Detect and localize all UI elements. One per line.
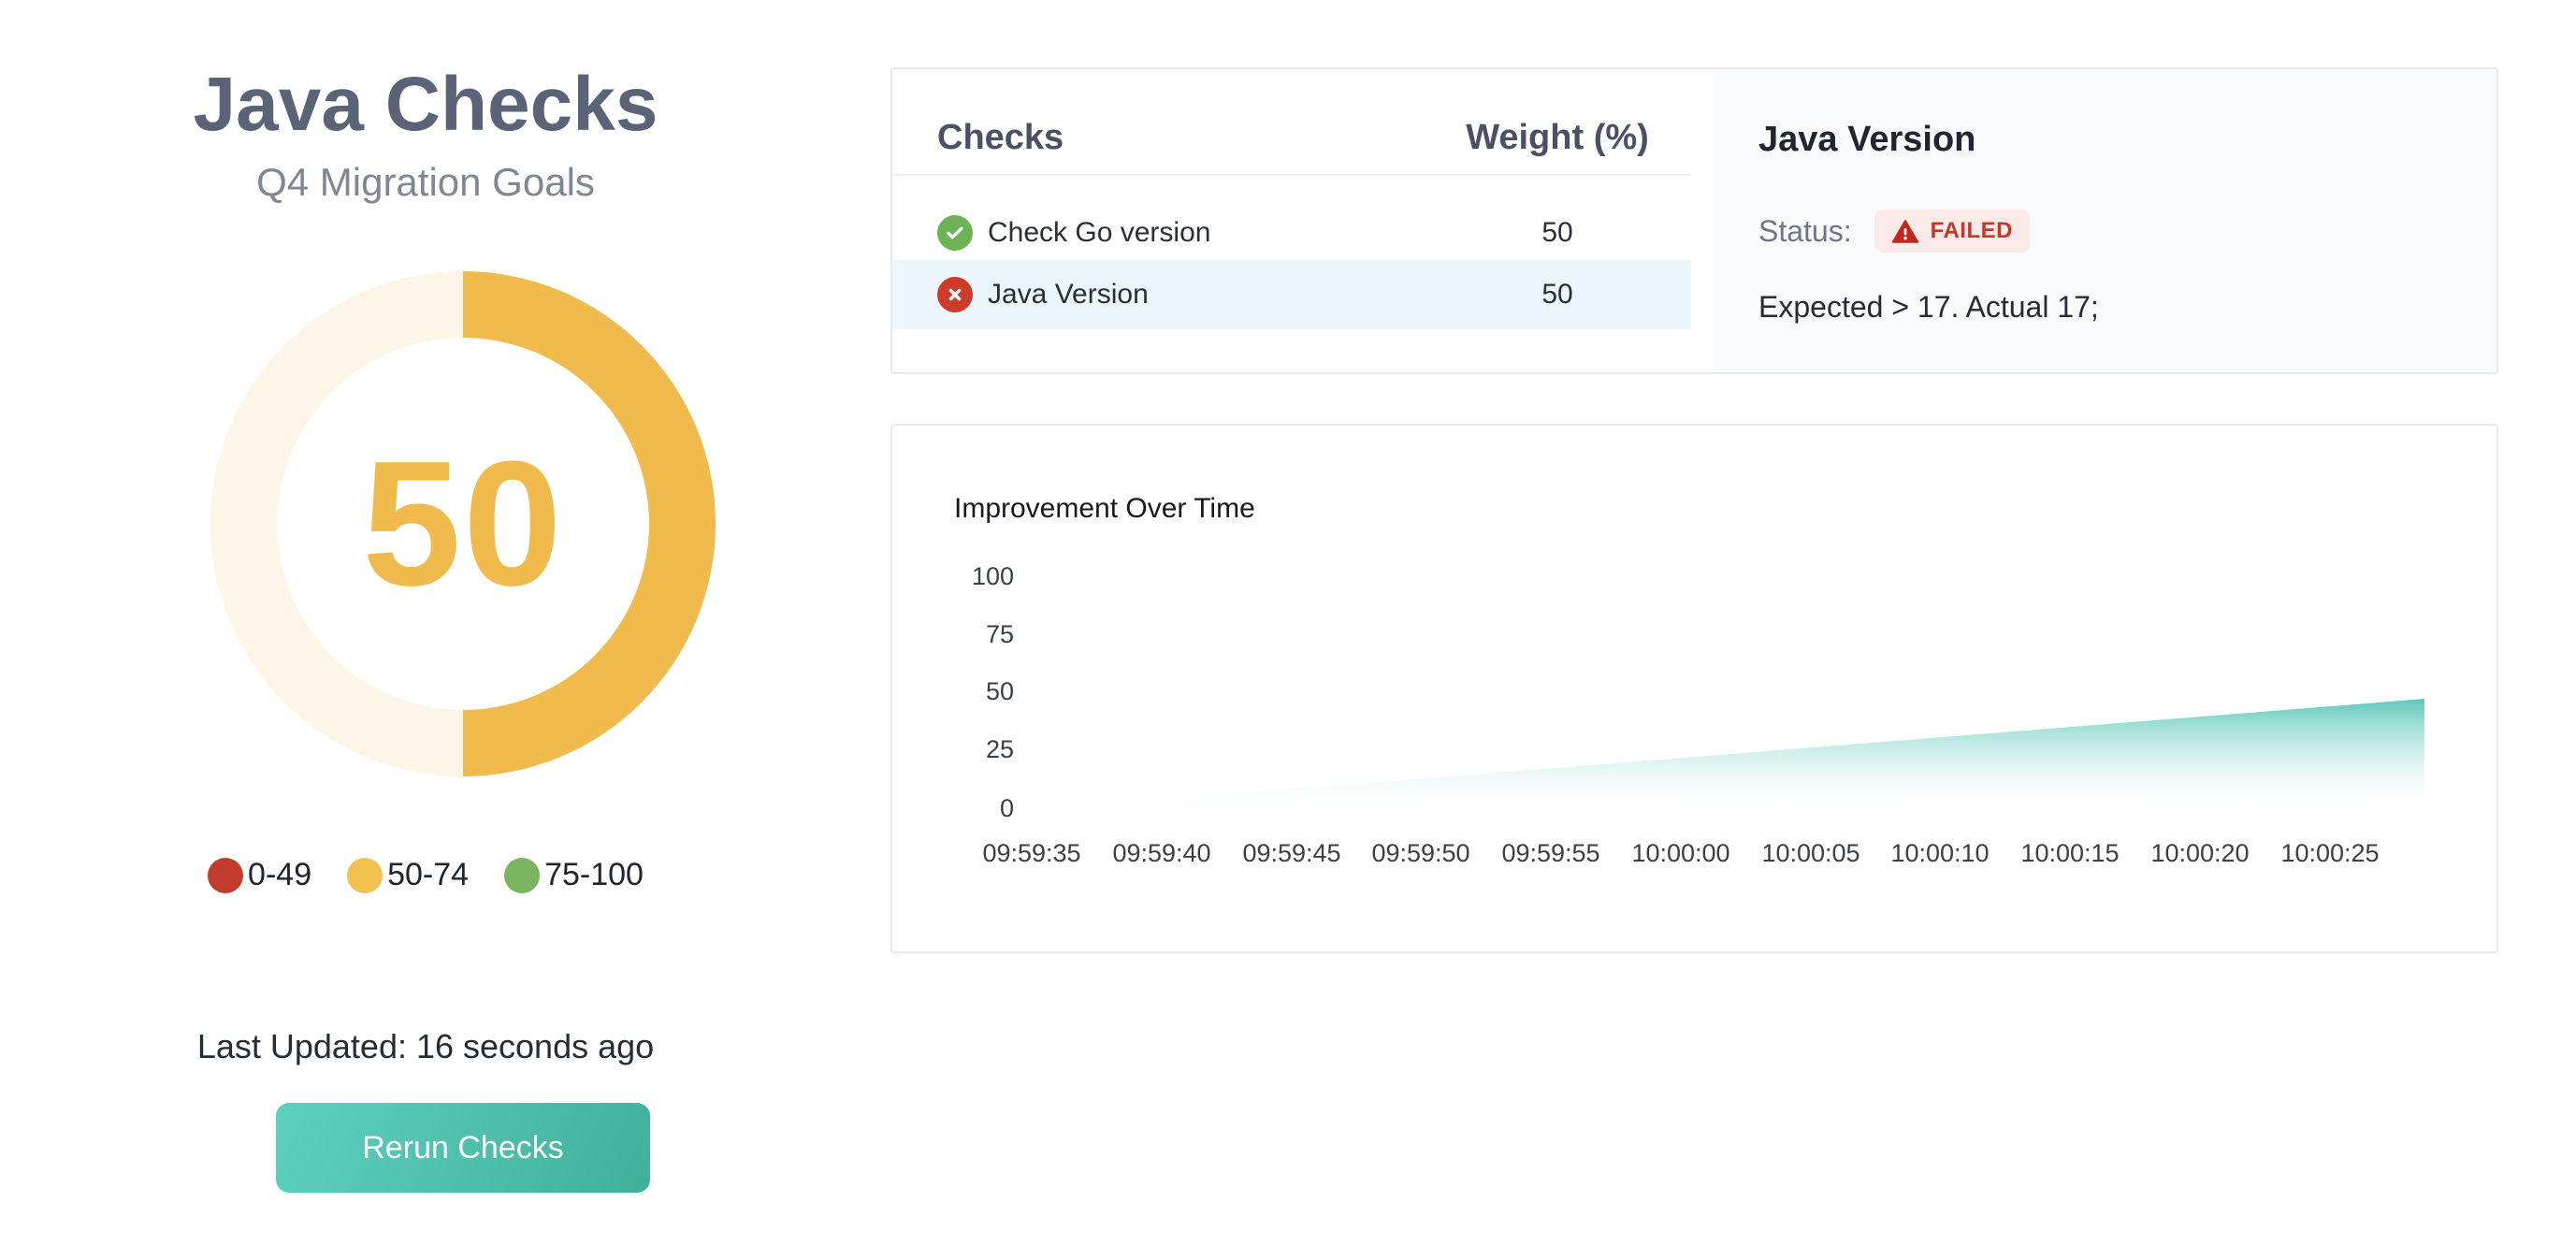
table-row-java-version[interactable]: Java Version 50 xyxy=(892,260,1691,329)
x-axis-tick: 09:59:45 xyxy=(1242,839,1341,867)
y-axis-tick: 50 xyxy=(985,677,1014,705)
check-result-message: Expected > 17. Actual 17; xyxy=(1758,290,2099,324)
improvement-chart-card: Improvement Over Time 100 75 50 25 0 09:… xyxy=(890,424,2498,953)
y-axis-tick: 75 xyxy=(985,620,1014,648)
check-name: Java Version xyxy=(988,279,1149,310)
x-axis-tick: 09:59:35 xyxy=(982,839,1081,867)
legend-dot-gold xyxy=(347,857,384,893)
x-circle-icon xyxy=(937,277,973,312)
page-subtitle: Q4 Migration Goals xyxy=(256,160,595,204)
legend-item-low: 0-49 xyxy=(208,857,311,893)
legend-item-mid: 50-74 xyxy=(347,857,469,893)
x-axis-tick: 10:00:00 xyxy=(1631,839,1730,867)
score-legend: 0-49 50-74 75-100 xyxy=(0,857,851,893)
failed-badge-text: FAILED xyxy=(1930,218,2013,243)
score-panel: Java Checks Q4 Migration Goals 50 0-49 5… xyxy=(0,0,851,1246)
chart-title: Improvement Over Time xyxy=(954,493,1255,524)
x-axis-tick: 09:59:40 xyxy=(1112,839,1211,867)
x-axis-tick: 10:00:05 xyxy=(1761,839,1860,867)
check-weight: 50 xyxy=(1541,279,1573,310)
x-axis-tick: 10:00:10 xyxy=(1890,839,1990,867)
check-detail-panel: Java Version Status: FAILED Expected > 1… xyxy=(1714,69,2496,372)
improvement-area xyxy=(1028,699,2424,810)
table-row-check-go-version[interactable]: Check Go version 50 xyxy=(892,198,1691,268)
check-circle-icon xyxy=(937,215,973,251)
table-header-divider xyxy=(892,174,1691,176)
legend-label: 0-49 xyxy=(248,857,312,892)
checks-table: Checks Weight (%) Check Go version 50 Ja… xyxy=(892,69,1714,372)
legend-dot-red xyxy=(208,857,244,893)
status-row: Status: FAILED xyxy=(1758,208,2030,254)
checks-summary-card: Checks Weight (%) Check Go version 50 Ja… xyxy=(890,67,2498,374)
legend-label: 50-74 xyxy=(387,857,470,892)
detail-title: Java Version xyxy=(1758,120,1976,159)
rerun-checks-button[interactable]: Rerun Checks xyxy=(276,1103,650,1193)
legend-dot-green xyxy=(504,857,541,893)
warning-triangle-icon xyxy=(1891,219,1918,243)
status-label: Status: xyxy=(1758,213,1852,248)
legend-label: 75-100 xyxy=(544,857,644,892)
y-axis-tick: 25 xyxy=(985,735,1014,763)
x-axis-tick: 10:00:20 xyxy=(2150,839,2250,867)
score-gauge-hole: 50 xyxy=(277,338,649,710)
check-weight: 50 xyxy=(1541,217,1573,248)
column-header-checks: Checks xyxy=(937,118,1064,157)
improvement-area-shape xyxy=(1028,699,2424,810)
check-name: Check Go version xyxy=(988,217,1211,248)
x-axis-tick: 10:00:15 xyxy=(2020,839,2120,867)
legend-item-high: 75-100 xyxy=(504,857,644,893)
last-updated-text: Last Updated: 16 seconds ago xyxy=(196,1027,655,1065)
x-axis-tick: 10:00:25 xyxy=(2280,839,2380,867)
score-value: 50 xyxy=(362,425,564,623)
column-header-weight: Weight (%) xyxy=(1466,118,1649,157)
page-title: Java Checks xyxy=(193,62,658,147)
x-axis-tick: 09:59:50 xyxy=(1371,839,1470,867)
failed-status-badge: FAILED xyxy=(1874,210,2030,253)
y-axis-tick: 100 xyxy=(971,562,1014,590)
y-axis-tick: 0 xyxy=(999,794,1014,822)
x-axis-tick: 09:59:55 xyxy=(1501,839,1600,867)
score-gauge: 50 xyxy=(210,271,716,776)
